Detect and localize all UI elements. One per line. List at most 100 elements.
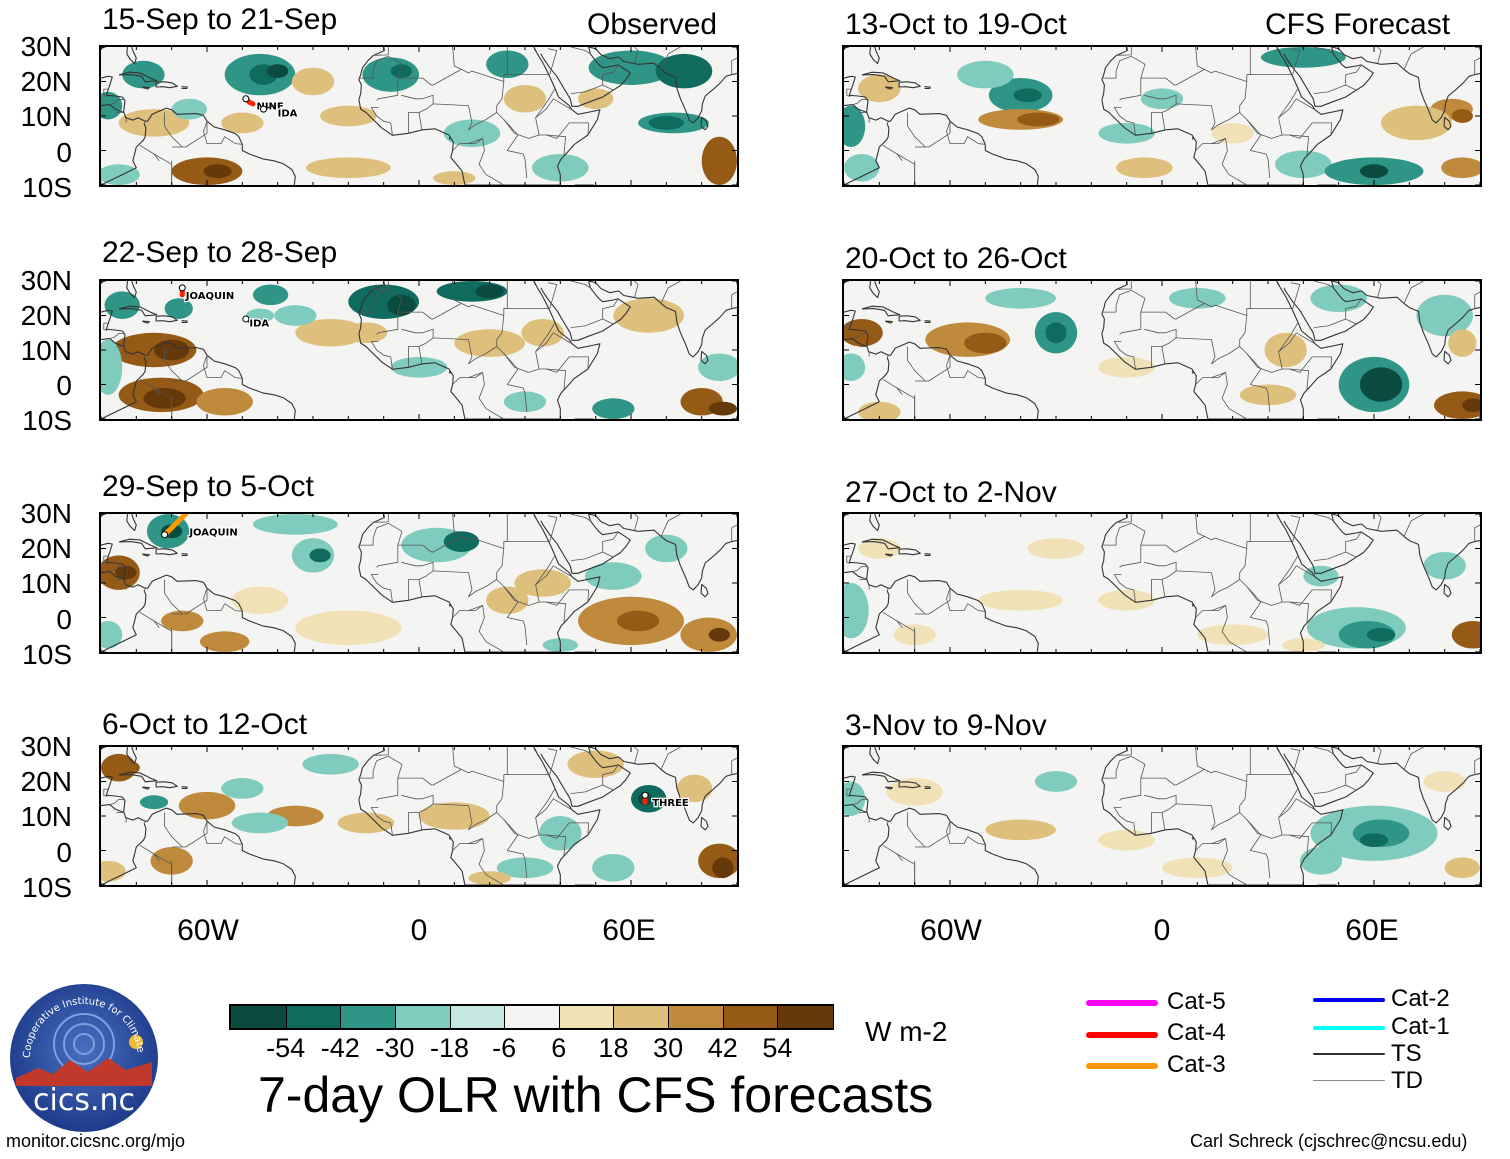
country-border	[1144, 561, 1177, 580]
country-border	[358, 289, 389, 313]
country-border	[535, 98, 572, 119]
coastline	[358, 747, 385, 800]
country-border	[503, 119, 528, 179]
olr-anomaly	[486, 586, 529, 615]
country-border	[1474, 757, 1480, 775]
olr-anomaly	[578, 88, 614, 110]
country-border	[1345, 298, 1362, 325]
olr-field: THREE	[101, 747, 737, 885]
coastline	[1276, 47, 1280, 52]
panel-label-2: 22-Sep to 28-Sep	[102, 236, 338, 269]
olr-map-panel-4: THREE	[99, 745, 739, 887]
olr-anomaly	[964, 332, 1007, 354]
olr-field	[844, 514, 1480, 652]
country-border	[143, 120, 147, 124]
olr-anomaly	[443, 119, 501, 148]
country-border	[547, 282, 558, 309]
olr-anomaly	[708, 627, 730, 642]
olr-map-panel-2: JOAQUIN IDA	[99, 279, 739, 421]
country-border	[1246, 353, 1271, 413]
olr-anomaly	[567, 750, 624, 779]
coastline	[885, 320, 893, 324]
country-border	[172, 821, 208, 848]
olr-map-panel-8	[842, 745, 1482, 887]
country-border	[376, 289, 403, 335]
coastline	[861, 771, 901, 783]
legend-line-cat-4	[1086, 1032, 1158, 1038]
country-border	[1246, 819, 1271, 879]
olr-map-panel-5	[842, 45, 1482, 187]
country-border	[946, 121, 986, 145]
country-border	[1278, 788, 1299, 836]
coastline	[540, 514, 631, 574]
olr-anomaly	[592, 853, 635, 882]
lat-tick: 0	[56, 837, 72, 868]
country-border	[602, 64, 619, 91]
country-border	[852, 799, 869, 805]
coastline	[533, 747, 537, 752]
olr-anomaly	[1366, 627, 1396, 642]
lon-tick-60e-right: 60E	[1345, 914, 1399, 947]
country-border	[1195, 605, 1226, 618]
coastline	[101, 104, 296, 185]
country-border	[731, 291, 737, 309]
coastline	[588, 514, 639, 532]
coastline	[101, 75, 126, 113]
storm-marker	[260, 105, 268, 113]
coastline	[533, 514, 537, 519]
coastline	[181, 553, 188, 556]
country-border	[915, 121, 951, 148]
coastline	[358, 514, 385, 567]
country-border	[103, 322, 109, 331]
country-border	[546, 122, 589, 139]
olr-anomaly	[231, 812, 289, 834]
country-border	[1195, 138, 1226, 151]
coastline	[898, 315, 921, 323]
coastline	[638, 762, 737, 824]
country-border	[946, 588, 986, 612]
olr-anomaly	[1444, 857, 1480, 879]
country-border	[143, 820, 147, 824]
coastline	[844, 338, 1039, 419]
coastline	[844, 104, 1039, 185]
country-border	[1151, 112, 1166, 134]
country-border	[660, 47, 681, 70]
olr-anomaly	[390, 64, 412, 79]
olr-anomaly	[101, 339, 123, 395]
coastline	[155, 548, 178, 556]
olr-anomaly	[1359, 164, 1389, 179]
coastline	[118, 538, 158, 550]
country-border	[882, 144, 903, 162]
storm-name-label: IDA	[278, 109, 298, 120]
olr-anomaly	[164, 298, 193, 319]
country-border	[896, 153, 916, 185]
country-border	[401, 328, 434, 347]
country-border	[1313, 747, 1334, 755]
coastline	[181, 86, 188, 89]
country-border	[1403, 281, 1424, 304]
olr-anomaly	[161, 610, 204, 632]
coastline	[861, 538, 901, 550]
country-border	[1176, 781, 1248, 831]
olr-anomaly	[648, 116, 684, 130]
coastline	[1101, 47, 1128, 100]
country-border	[452, 838, 483, 851]
olr-anomaly	[1441, 157, 1480, 179]
coastline	[1276, 281, 1280, 286]
colorbar-tick-label: 30	[653, 1033, 684, 1063]
coastline	[1381, 62, 1480, 124]
country-border	[408, 346, 423, 368]
coastline	[118, 71, 158, 83]
lat-tick: 20N	[20, 66, 72, 97]
olr-anomaly	[221, 778, 264, 799]
country-border	[373, 47, 389, 56]
coastline	[1276, 514, 1280, 519]
forecast-column-title: CFS Forecast	[1265, 8, 1451, 41]
country-border	[1313, 84, 1346, 94]
country-border	[1211, 838, 1248, 885]
country-border	[896, 853, 916, 885]
coastline	[844, 123, 890, 185]
olr-anomaly	[1013, 88, 1042, 103]
country-border	[1211, 372, 1248, 419]
